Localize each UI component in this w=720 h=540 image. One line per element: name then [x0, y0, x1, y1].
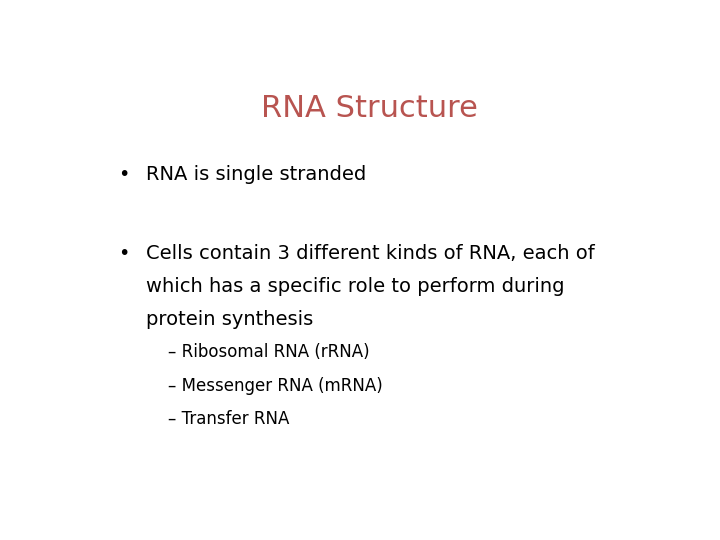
- Text: •: •: [117, 244, 129, 262]
- Text: Cells contain 3 different kinds of RNA, each of: Cells contain 3 different kinds of RNA, …: [145, 244, 595, 262]
- Text: which has a specific role to perform during: which has a specific role to perform dur…: [145, 277, 564, 296]
- Text: RNA is single stranded: RNA is single stranded: [145, 165, 366, 184]
- Text: •: •: [117, 165, 129, 184]
- Text: – Ribosomal RNA (rRNA): – Ribosomal RNA (rRNA): [168, 343, 370, 361]
- Text: RNA Structure: RNA Structure: [261, 94, 477, 123]
- Text: – Transfer RNA: – Transfer RNA: [168, 410, 289, 428]
- Text: protein synthesis: protein synthesis: [145, 310, 313, 329]
- Text: – Messenger RNA (mRNA): – Messenger RNA (mRNA): [168, 377, 383, 395]
